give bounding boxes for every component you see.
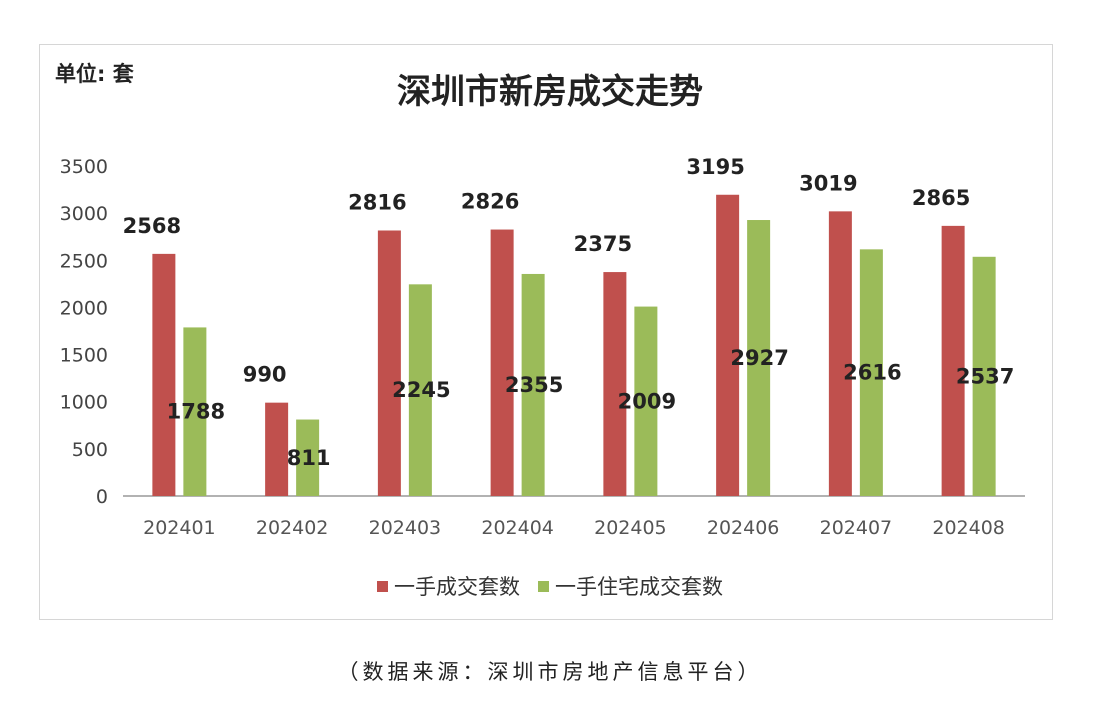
x-tick-label: 202405	[594, 517, 667, 539]
unit-label: 单位: 套	[55, 62, 134, 86]
x-tick-label: 202407	[820, 517, 893, 539]
x-tick-label: 202403	[369, 517, 442, 539]
data-label-series2: 811	[287, 446, 331, 470]
legend-swatch-series1	[377, 580, 388, 592]
y-tick-label: 1000	[60, 392, 108, 414]
data-label-series1: 2568	[123, 214, 181, 238]
bar-series1	[265, 402, 289, 496]
data-label-series2: 2245	[392, 378, 450, 402]
x-tick-label: 202408	[932, 517, 1005, 539]
bar-series1	[377, 230, 401, 496]
data-label-series1: 2865	[912, 186, 970, 210]
bar-series2	[634, 306, 658, 496]
legend-item-series1: 一手成交套数	[377, 571, 520, 601]
legend-label-series2: 一手住宅成交套数	[555, 575, 723, 599]
data-label-series2: 2927	[730, 346, 788, 370]
data-label-series2: 1788	[167, 400, 225, 424]
y-tick-label: 3000	[60, 203, 108, 225]
bar-series1	[490, 229, 514, 496]
bar-series2	[183, 327, 207, 496]
legend-label-series1: 一手成交套数	[394, 575, 520, 599]
bar-series1	[152, 253, 176, 496]
bar-series2	[408, 284, 432, 496]
bar-series1	[716, 194, 740, 496]
bar-series1	[603, 272, 627, 496]
chart-title: 深圳市新房成交走势	[397, 72, 703, 112]
x-tick-label: 202402	[256, 517, 329, 539]
data-label-series1: 3195	[686, 155, 744, 179]
y-tick-label: 2500	[60, 250, 108, 272]
data-label-series1: 3019	[799, 171, 857, 195]
data-label-series2: 2009	[618, 389, 676, 413]
bar-series2	[972, 256, 996, 496]
legend-swatch-series2	[538, 580, 549, 592]
legend: 一手成交套数 一手住宅成交套数	[0, 571, 1100, 601]
data-label-series1: 2375	[574, 232, 632, 256]
data-label-series1: 2816	[348, 190, 406, 214]
y-tick-label: 0	[96, 486, 108, 508]
y-tick-label: 2000	[60, 297, 108, 319]
data-label-series1: 2826	[461, 190, 519, 214]
data-label-series1: 990	[243, 363, 287, 387]
y-tick-label: 500	[72, 439, 108, 461]
y-tick-label: 1500	[60, 345, 108, 367]
bar-series2	[521, 273, 545, 496]
x-tick-label: 202404	[481, 517, 554, 539]
bar-series2	[296, 419, 320, 496]
y-tick-label: 3500	[60, 156, 108, 178]
bar-series2	[747, 220, 771, 497]
bar-series2	[859, 249, 883, 496]
legend-item-series2: 一手住宅成交套数	[538, 571, 723, 601]
data-label-series2: 2355	[505, 373, 563, 397]
x-tick-label: 202406	[707, 517, 780, 539]
source-note: （数据来源：深圳市房地产信息平台）	[337, 660, 763, 684]
bar-series1	[941, 225, 965, 496]
x-tick-label: 202401	[143, 517, 216, 539]
chart-frame	[39, 44, 1053, 620]
data-label-series2: 2616	[843, 361, 901, 385]
data-label-series2: 2537	[956, 364, 1014, 388]
bar-series1	[828, 211, 852, 496]
